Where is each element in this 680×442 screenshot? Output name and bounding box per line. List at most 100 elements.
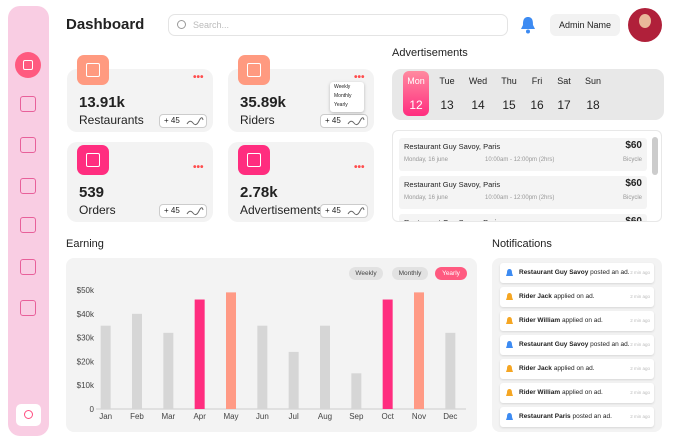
day-name[interactable]: Wed <box>468 76 488 86</box>
bell <box>506 293 513 300</box>
day-date[interactable]: 17 <box>557 98 571 112</box>
ad-price: $60 <box>625 216 642 222</box>
bell <box>506 413 513 420</box>
ad-date: Monday, 16 june <box>404 195 448 201</box>
nav-icon[interactable] <box>20 300 36 316</box>
y-tick-label: $50k <box>77 286 95 295</box>
day-date[interactable]: 14 <box>471 98 485 112</box>
day-date[interactable]: 16 <box>530 98 544 112</box>
period-dropdown: Weekly Monthly Yearly <box>330 82 364 112</box>
ad-vehicle: Bicycle <box>622 157 642 163</box>
day-name[interactable]: Thu <box>501 76 517 86</box>
notification-item[interactable]: Rider Jack applied on ad. 2 min ago <box>500 287 654 307</box>
search-box[interactable]: Search... <box>168 14 508 36</box>
notification-item[interactable]: Rider William applied on ad. 2 min ago <box>500 311 654 331</box>
notification-icon <box>506 389 513 396</box>
dropdown-option[interactable]: Yearly <box>334 102 348 108</box>
x-tick-label: Feb <box>130 412 144 421</box>
stat-card: ••• 539 Orders + 45 <box>67 142 213 222</box>
user-button[interactable]: Admin Name <box>550 14 620 36</box>
sparkline <box>186 117 204 126</box>
more-button[interactable]: ••• <box>354 162 365 173</box>
dropdown-option[interactable]: Weekly <box>334 84 351 90</box>
notification-icon <box>506 365 513 372</box>
stat-label: Advertisements <box>240 203 323 217</box>
notification-item[interactable]: Rider William applied on ad. 2 min ago <box>500 383 654 403</box>
stat-change: + 45 <box>320 204 368 218</box>
bar <box>100 325 111 409</box>
stat-card: ••• 13.91k Restaurants + 45 <box>67 55 213 132</box>
day-name[interactable]: Sun <box>584 76 601 86</box>
period-tab[interactable]: Monthly <box>392 267 428 280</box>
bar <box>257 325 268 409</box>
period-tab[interactable]: Weekly <box>349 267 383 280</box>
stat-label: Restaurants <box>79 113 144 127</box>
x-tick-label: Aug <box>318 412 332 421</box>
sidebar <box>8 6 49 436</box>
notification-message: applied on ad. <box>561 389 603 396</box>
nav-icon[interactable] <box>20 137 36 153</box>
logout-button[interactable] <box>16 404 41 426</box>
stat-change: + 45 <box>320 114 368 128</box>
ad-price: $60 <box>625 178 642 189</box>
period-tab[interactable]: Yearly <box>435 267 467 280</box>
stat-icon <box>238 55 270 85</box>
bar <box>163 332 174 409</box>
more-button[interactable]: ••• <box>354 72 365 83</box>
notification-time: 2 min ago <box>630 390 650 395</box>
nav-icon[interactable] <box>20 178 36 194</box>
notification-message: posted an ad. <box>590 341 630 348</box>
stat-value: 539 <box>79 184 105 201</box>
spark <box>347 117 365 126</box>
scrollbar <box>652 137 658 175</box>
notification-time: 2 min ago <box>630 414 650 419</box>
nav-icon[interactable] <box>20 96 36 112</box>
notification-message: applied on ad. <box>553 365 595 372</box>
dropdown-option[interactable]: Monthly <box>334 93 352 99</box>
day-name[interactable]: Sat <box>557 76 571 86</box>
notification-icon <box>506 341 513 348</box>
notification-text: Rider Jack applied on ad. <box>519 365 595 372</box>
day-date[interactable]: 15 <box>502 98 516 112</box>
day-name[interactable]: Tue <box>439 76 455 86</box>
nav-icon-active[interactable] <box>15 52 41 78</box>
x-tick-label: Dec <box>443 412 457 421</box>
bar <box>226 292 236 409</box>
more-button[interactable]: ••• <box>193 162 204 173</box>
ad-name: Restaurant Guy Savoy, Paris <box>404 142 501 151</box>
stat-value: 35.89k <box>240 94 286 111</box>
bell <box>506 269 513 276</box>
ad-name: Restaurant Guy Savoy, Paris <box>404 180 501 189</box>
sparkline <box>186 207 204 216</box>
notification-name: Restaurant Paris <box>519 413 571 420</box>
x-tick-label: Jun <box>256 412 269 421</box>
nav-icon[interactable] <box>20 217 36 233</box>
x-tick-label: Jan <box>99 412 112 421</box>
notification-item[interactable]: Restaurant Paris posted an ad. 2 min ago <box>500 407 654 427</box>
day-date[interactable]: 18 <box>586 98 600 112</box>
calendar-strip: Mon 12 Tue 13 Wed 14 Thu 15 Fri 16 Sat 17 Sun 18 <box>392 69 664 120</box>
day-date[interactable]: 13 <box>440 98 454 112</box>
notification-item[interactable]: Rider Jack applied on ad. 2 min ago <box>500 359 654 379</box>
notification-message: posted an ad. <box>572 413 612 420</box>
bell <box>506 365 513 372</box>
notification-item[interactable]: Restaurant Guy Savoy posted an ad. 2 min … <box>500 263 654 283</box>
stat-icon <box>77 145 109 175</box>
search-placeholder: Search... <box>193 20 230 30</box>
nav-icon[interactable] <box>20 259 36 275</box>
ad-item[interactable]: Restaurant Guy Savoy, Paris $60 Monday, 16… <box>399 176 647 209</box>
notification-time: 2 min ago <box>630 270 650 275</box>
day-name[interactable]: Fri <box>531 76 543 86</box>
x-tick-label: Sep <box>349 412 364 421</box>
day-date[interactable]: 12 <box>409 98 423 112</box>
selected-day[interactable] <box>403 71 429 116</box>
notification-item[interactable]: Restaurant Guy Savoy posted an ad. 2 min … <box>500 335 654 355</box>
ad-time: 10:00am - 12:00pm (2hrs) <box>485 195 555 201</box>
x-tick-label: Mar <box>161 412 175 421</box>
notification-name: Restaurant Guy Savoy <box>519 269 589 276</box>
day-name[interactable]: Mon <box>407 76 425 86</box>
more-button[interactable]: ••• <box>193 72 204 83</box>
